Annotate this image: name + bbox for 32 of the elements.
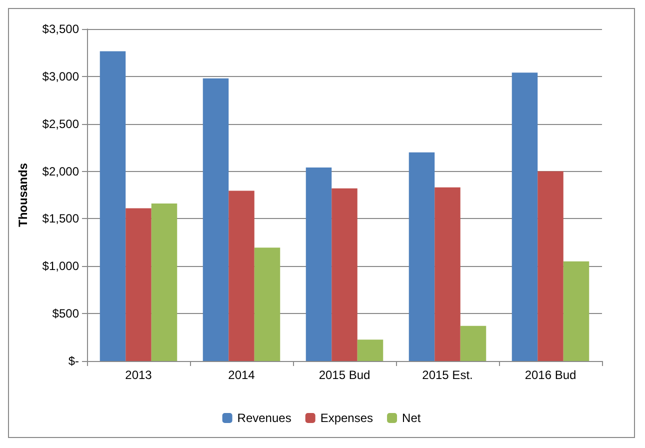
bar — [254, 248, 280, 361]
x-tick-label: 2013 — [125, 368, 152, 382]
bar — [408, 152, 435, 361]
bar — [332, 188, 358, 361]
bar — [228, 190, 254, 361]
x-tick-label: 2014 — [228, 368, 256, 382]
bar — [434, 187, 460, 361]
y-tick-label: $1,000 — [42, 259, 80, 274]
bar — [357, 340, 384, 361]
y-tick-label: $2,500 — [42, 116, 80, 131]
legend-label: Revenues — [237, 411, 292, 425]
y-tick-label: $2,000 — [42, 164, 80, 178]
y-axis-title: Thousands — [16, 162, 30, 228]
bar — [563, 261, 590, 361]
bar — [538, 171, 564, 361]
y-tick-label: $- — [68, 354, 79, 368]
x-tick-label: 2015 Est. — [422, 368, 473, 382]
y-tick-label: $3,500 — [42, 22, 80, 36]
y-tick-label: $1,500 — [42, 212, 80, 226]
bar — [151, 204, 178, 361]
bar — [202, 78, 229, 361]
y-tick-label: $3,000 — [42, 69, 80, 84]
bar — [512, 72, 538, 361]
bar — [100, 51, 126, 361]
bar — [306, 167, 332, 361]
y-tick-label: $500 — [52, 306, 80, 321]
legend-label: Expenses — [320, 411, 374, 425]
x-tick-label: 2016 Bud — [524, 368, 576, 382]
bar — [126, 208, 152, 361]
x-tick-label: 2015 Bud — [318, 368, 370, 382]
legend-label: Net — [402, 411, 422, 425]
bar — [460, 326, 486, 361]
